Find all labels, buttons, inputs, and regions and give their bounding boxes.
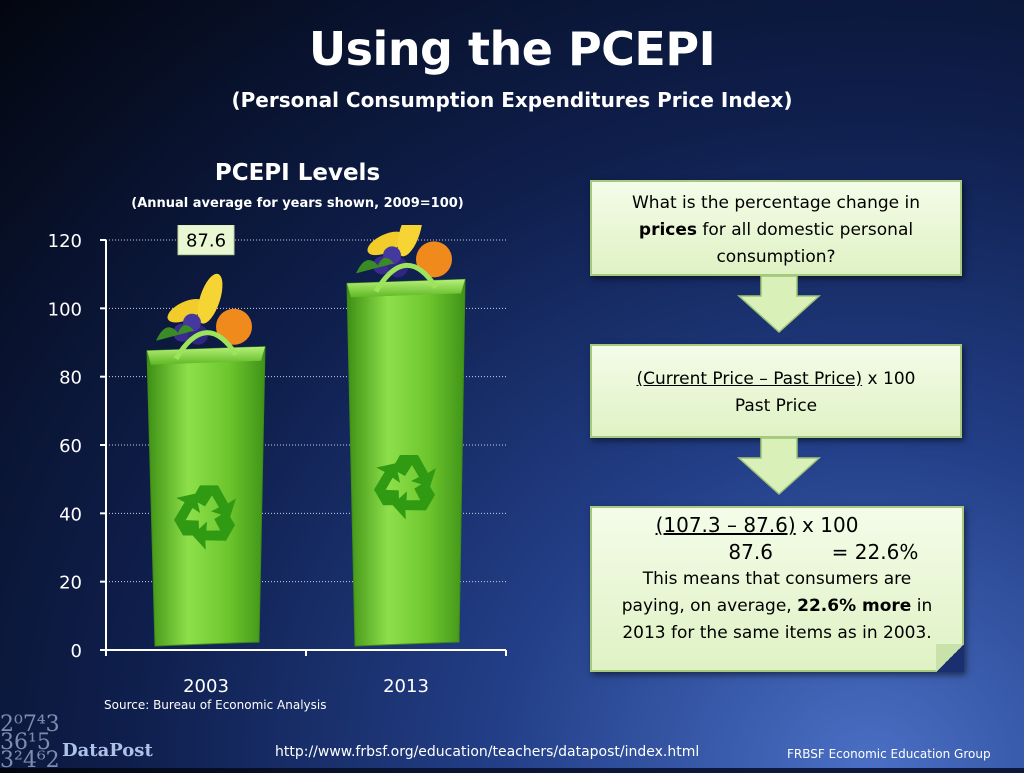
page-curl-corner bbox=[936, 644, 964, 672]
y-tick-label: 0 bbox=[71, 641, 82, 662]
question-bold-word: prices bbox=[638, 220, 698, 240]
question-line-2: prices for all domestic personal bbox=[592, 217, 960, 244]
formula-box: (Current Price – Past Price) x 100 Past … bbox=[590, 344, 962, 438]
answer-text-2-bold: 22.6% more bbox=[797, 596, 912, 616]
y-tick-label: 120 bbox=[48, 231, 82, 252]
footer-url: http://www.frbsf.org/education/teachers/… bbox=[275, 744, 700, 760]
answer-times: x 100 bbox=[795, 513, 859, 537]
slide-title: Using the PCEPI bbox=[308, 22, 716, 76]
question-line-3: consumption? bbox=[716, 247, 836, 267]
y-tick-label: 80 bbox=[59, 368, 82, 389]
arrow-down-icon bbox=[737, 276, 821, 334]
formula-denominator: Past Price bbox=[734, 396, 818, 416]
y-tick-label: 20 bbox=[59, 573, 82, 594]
data-label-box bbox=[177, 225, 235, 256]
answer-text-3: 2013 for the same items as in 2003. bbox=[622, 623, 932, 643]
chart-subtitle: (Annual average for years shown, 2009=10… bbox=[131, 196, 464, 211]
bar-2003 bbox=[146, 273, 266, 647]
recycle-icon bbox=[174, 485, 236, 550]
formula-numerator: (Current Price – Past Price) bbox=[636, 369, 863, 389]
answer-box: (107.3 – 87.6) x 100 87.6 = 22.6% This me… bbox=[590, 506, 964, 672]
slide-subtitle: (Personal Consumption Expenditures Price… bbox=[231, 88, 793, 112]
answer-text-2-pre: paying, on average, bbox=[621, 596, 798, 616]
answer-denominator-line: 87.6 = 22.6% bbox=[592, 539, 962, 566]
answer-result: = 22.6% bbox=[831, 540, 919, 564]
arrow-down-icon bbox=[737, 438, 821, 496]
answer-numerator-line: (107.3 – 87.6) x 100 bbox=[552, 512, 962, 539]
answer-text-1: This means that consumers are bbox=[642, 569, 912, 589]
x-tick-label: 2013 bbox=[383, 676, 429, 697]
answer-denominator: 87.6 bbox=[728, 540, 773, 564]
formula-times: x 100 bbox=[862, 369, 916, 389]
datapost-logo-text: DataPost bbox=[62, 740, 153, 761]
formula-numerator-line: (Current Price – Past Price) x 100 bbox=[592, 366, 960, 393]
data-label: 87.6 bbox=[186, 231, 226, 252]
question-line-1: What is the percentage change in bbox=[631, 193, 920, 213]
footer-group: FRBSF Economic Education Group bbox=[787, 747, 991, 761]
bar-2013 bbox=[346, 225, 466, 647]
source-note: Source: Bureau of Economic Analysis bbox=[104, 698, 327, 712]
answer-text-2: paying, on average, 22.6% more in bbox=[592, 593, 962, 620]
y-tick-label: 100 bbox=[48, 299, 82, 320]
y-tick-label: 40 bbox=[59, 504, 82, 525]
x-tick-label: 2003 bbox=[183, 676, 229, 697]
y-tick-label: 60 bbox=[59, 436, 82, 457]
question-box: What is the percentage change in prices … bbox=[590, 180, 962, 276]
answer-numerator: (107.3 – 87.6) bbox=[655, 513, 796, 537]
answer-text-2-post: in bbox=[911, 596, 933, 616]
question-line-2-rest: for all domestic personal bbox=[697, 220, 914, 240]
chart-title: PCEPI Levels bbox=[214, 160, 381, 186]
recycle-icon bbox=[374, 455, 436, 520]
datapost-logo-icon: 2⁰7⁴3 36¹5 3²4⁶2 bbox=[0, 712, 60, 773]
